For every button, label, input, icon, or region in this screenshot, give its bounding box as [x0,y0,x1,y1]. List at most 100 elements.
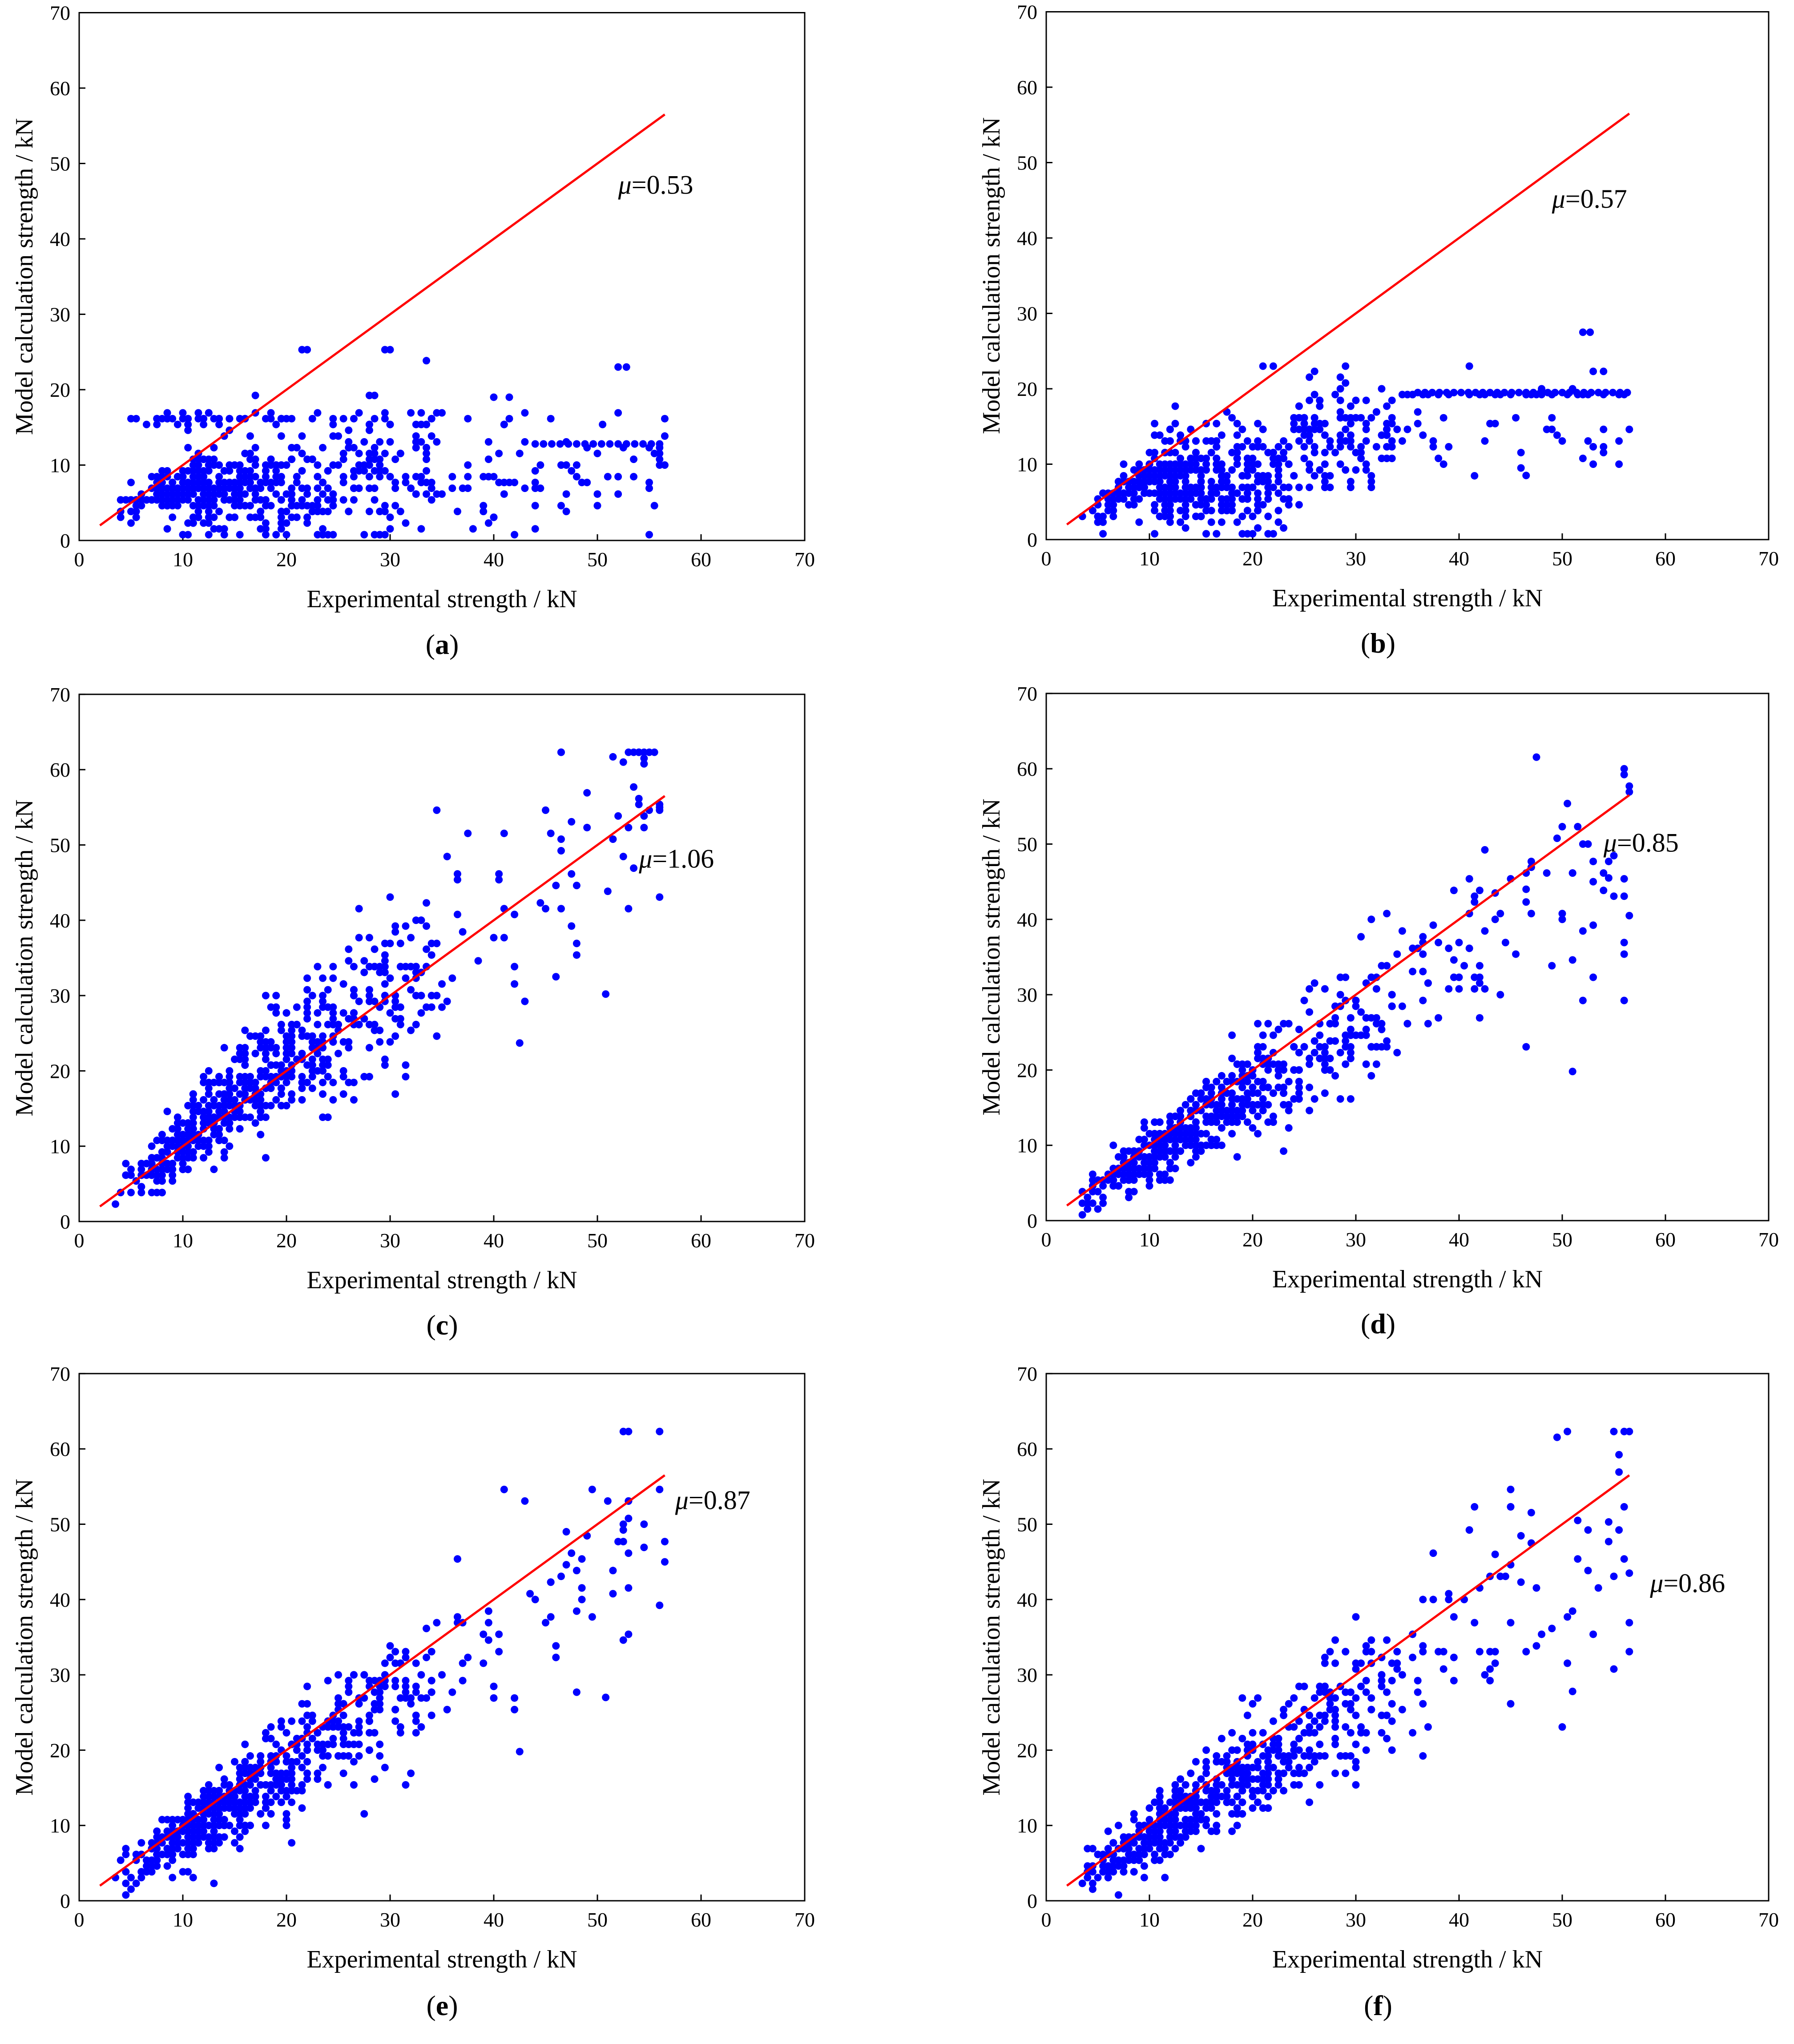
data-point [350,992,358,1000]
data-point [564,440,572,448]
data-point [650,502,658,510]
data-point [371,1705,379,1713]
data-point [277,1061,285,1069]
data-point [1264,1781,1272,1789]
data-point [1342,466,1350,474]
data-point [619,1427,627,1435]
data-point [236,1810,244,1818]
data-point [184,1868,192,1876]
data-point [169,415,177,423]
data-point [1321,460,1329,468]
x-tick-label: 50 [587,548,608,571]
data-point [1223,1113,1231,1121]
data-point [308,455,316,463]
data-point [407,1026,415,1034]
data-point [1202,501,1210,509]
data-point [272,1775,280,1783]
x-tick-label: 40 [484,548,504,571]
data-point [453,1555,461,1563]
data-point [1218,501,1226,509]
data-point [350,1078,358,1086]
data-point [267,1798,275,1806]
data-point [360,461,368,469]
data-point [1367,414,1375,422]
y-tick-label: 30 [1017,302,1037,325]
data-point [396,1723,404,1731]
data-point [391,1090,399,1098]
data-point [1177,454,1185,462]
data-point [396,508,404,516]
data-point [262,1793,270,1801]
data-point [205,484,213,492]
data-point [402,1677,410,1685]
data-point [298,496,306,504]
data-point [602,990,610,998]
data-point [226,415,234,423]
data-point [122,1160,130,1168]
data-point [205,1102,213,1110]
data-point [1393,1048,1401,1056]
data-point [189,1113,197,1121]
data-point [127,519,135,527]
data-point [371,1026,379,1034]
data-point [1285,501,1293,509]
data-point [241,1084,249,1092]
data-point [423,1003,431,1011]
data-point [298,1072,306,1080]
data-point [215,490,223,498]
y-tick-label: 50 [50,834,70,857]
data-point [1285,1752,1293,1760]
data-point [1306,1746,1314,1754]
data-point [288,1717,296,1725]
data-point [407,963,415,971]
data-point [153,420,161,428]
data-point [194,1833,202,1841]
data-point [210,443,218,452]
data-point [521,1497,529,1505]
data-point [345,1078,353,1086]
data-point [137,1868,145,1876]
data-point [1269,1787,1277,1795]
data-point [200,1113,208,1121]
data-point [298,1700,306,1708]
data-point [402,1688,410,1696]
scatter-points [1078,753,1633,1219]
data-point [1496,991,1504,999]
data-point [1347,478,1355,486]
data-point [298,1787,306,1795]
data-point [604,1497,612,1505]
data-point [427,939,435,947]
data-point [319,1752,327,1760]
data-point [257,1102,265,1110]
data-point [625,1427,633,1435]
data-point [251,1032,259,1040]
data-point [484,1636,492,1644]
data-point [148,1160,156,1168]
data-point [495,870,503,878]
data-point [1151,1798,1159,1806]
data-point [557,847,565,855]
data-point [1589,973,1597,981]
data-point [158,1137,166,1145]
data-point [1088,1188,1097,1196]
data-point [277,1020,285,1028]
data-point [1465,944,1473,952]
data-point [572,473,581,481]
data-point [1465,362,1473,370]
data-point [1243,460,1251,468]
data-point [350,415,358,423]
data-point [215,415,223,423]
data-point [298,1096,306,1104]
data-point [1181,512,1189,520]
data-point [1393,1648,1401,1656]
data-point [194,508,202,516]
data-point [288,1026,296,1034]
data-point [262,1072,270,1080]
data-point [1414,419,1422,427]
data-point [339,1734,347,1742]
data-point [1177,507,1185,515]
data-point [1218,1072,1226,1080]
data-point [1620,939,1628,947]
data-point [1342,425,1350,433]
